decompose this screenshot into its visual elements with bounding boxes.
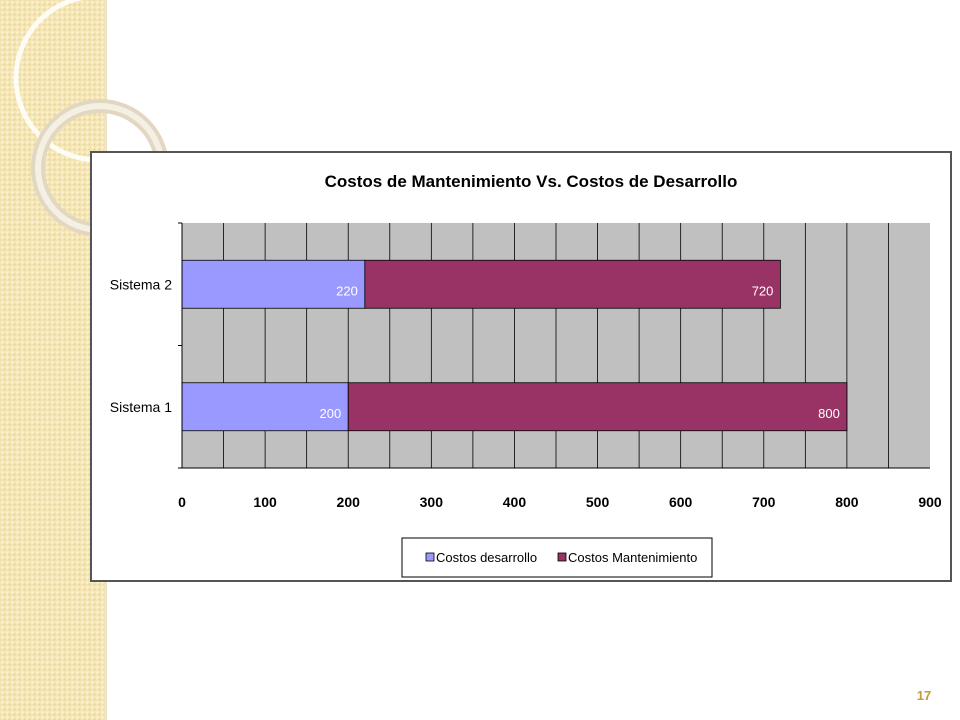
legend-label: Costos Mantenimiento: [568, 550, 697, 565]
chart-container: Costos de Mantenimiento Vs. Costos de De…: [90, 151, 952, 582]
chart-legend: Costos desarrollo Costos Mantenimiento: [401, 537, 713, 578]
legend-swatch: [557, 552, 567, 562]
x-tick-label: 300: [420, 494, 444, 510]
data-label: 200: [320, 406, 342, 421]
legend-label: Costos desarrollo: [436, 550, 537, 565]
x-tick-label: 400: [503, 494, 527, 510]
x-tick-label: 700: [752, 494, 776, 510]
plot-area: 220 720 200 800: [181, 223, 930, 468]
y-tick-label: Sistema 2: [110, 276, 172, 292]
axes: Sistema 2 Sistema 1 0 100 200 300 400 500 600 700…: [110, 222, 942, 510]
chart: Costos de Mantenimiento Vs. Costos de De…: [110, 172, 942, 578]
slide-number: 17: [916, 688, 932, 703]
x-tick-label: 600: [669, 494, 693, 510]
data-label: 720: [752, 283, 774, 298]
data-label: 800: [818, 406, 840, 421]
x-tick-label: 200: [337, 494, 361, 510]
x-tick-label: 500: [586, 494, 610, 510]
x-tick-label: 900: [918, 494, 942, 510]
bar: [364, 259, 781, 309]
x-tick-label: 800: [835, 494, 859, 510]
bar: [347, 382, 848, 432]
chart-title: Costos de Mantenimiento Vs. Costos de De…: [325, 172, 738, 191]
legend-swatch: [425, 552, 435, 562]
x-tick-label: 100: [253, 494, 277, 510]
x-tick-label: 0: [178, 494, 186, 510]
data-label: 220: [336, 283, 358, 298]
y-tick-label: Sistema 1: [110, 399, 172, 415]
legend-box: [401, 537, 713, 578]
